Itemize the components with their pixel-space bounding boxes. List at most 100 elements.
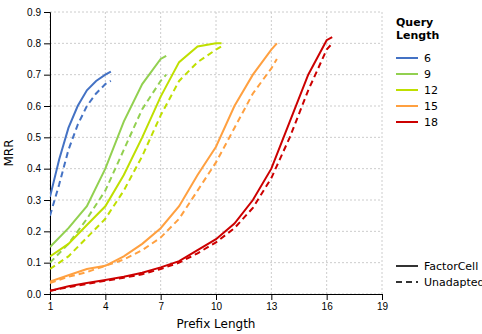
grid-line [50, 262, 382, 263]
tick-label: 13 [266, 301, 278, 312]
legend-swatch [396, 57, 418, 59]
legend-swatch [396, 73, 418, 75]
legend-label: 6 [424, 52, 431, 65]
legend-label: 12 [424, 84, 438, 97]
tick-mark [105, 294, 106, 300]
chart: 147101316190.00.10.20.30.40.50.60.70.80.… [0, 0, 482, 334]
legend-label: Unadapted [424, 276, 482, 289]
series-line [50, 56, 166, 247]
legend: FactorCell Unadapted [396, 260, 482, 289]
tick-label: 0.2 [27, 226, 41, 237]
tick-label: 16 [322, 301, 334, 312]
series-line [50, 43, 222, 256]
tick: 19 [377, 294, 389, 312]
tick: 0.5 [27, 132, 50, 143]
legend-title: QueryLength [396, 16, 439, 42]
tick: 0.1 [27, 257, 50, 268]
legend-swatch [396, 265, 418, 267]
legend-item: 15 [396, 100, 438, 113]
tick: 1 [48, 294, 54, 312]
tick-label: 0.4 [27, 163, 41, 174]
axis-line [44, 13, 51, 295]
legend-item: FactorCell [396, 260, 478, 273]
grid-line [50, 12, 382, 13]
legend-label: 15 [424, 100, 438, 113]
grid [50, 12, 382, 294]
tick: 0.7 [27, 69, 50, 80]
legend-label: 9 [424, 68, 431, 81]
y-axis: 0.0 0.1 0.2 0.3 0.4 0.5 0.6 0.7 0.8 0.9 [27, 7, 50, 300]
grid-line [326, 12, 327, 294]
grid-line [271, 12, 272, 294]
grid-line [50, 106, 382, 107]
grid-line [50, 74, 382, 75]
legend-item: 18 [396, 116, 438, 129]
tick: 10 [211, 294, 223, 312]
tick: 0.3 [27, 195, 50, 206]
grid-line [105, 12, 106, 294]
tick-mark [44, 106, 50, 107]
tick-label: 0.3 [27, 195, 41, 206]
legend-item: Unadapted [396, 276, 482, 289]
tick-mark [44, 263, 50, 264]
series-line [50, 43, 277, 281]
y-axis-label: MRR [2, 139, 16, 166]
tick: 0.0 [27, 289, 50, 300]
tick-label: 10 [211, 301, 223, 312]
legend-swatch [396, 281, 418, 283]
series-line [50, 43, 332, 291]
tick-mark [44, 231, 50, 232]
tick-label: 1 [48, 301, 54, 312]
tick-mark [44, 294, 50, 295]
tick-label: 7 [158, 301, 164, 312]
grid-line [50, 137, 382, 138]
tick-label: 0.8 [27, 38, 41, 49]
tick: 0.2 [27, 226, 50, 237]
tick: 7 [158, 294, 164, 312]
plot: 147101316190.00.10.20.30.40.50.60.70.80.… [27, 7, 388, 312]
tick-label: 4 [103, 301, 109, 312]
axis-line [51, 295, 383, 301]
tick-mark [44, 12, 50, 13]
x-axis: 1 4 7 10 13 16 19 [48, 294, 389, 312]
tick-mark [44, 75, 50, 76]
tick-mark [161, 294, 162, 300]
lines [50, 37, 332, 291]
tick-label: 0.9 [27, 7, 41, 18]
legend: QueryLength 6 9 12 15 18 [396, 16, 439, 129]
legend-swatch [396, 105, 418, 107]
grid-line [50, 168, 382, 169]
legend-item: 12 [396, 84, 438, 97]
tick-mark [44, 169, 50, 170]
tick-mark [44, 137, 50, 138]
legend-item: 6 [396, 52, 431, 65]
tick: 4 [103, 294, 109, 312]
tick-label: 0.5 [27, 132, 41, 143]
tick: 0.8 [27, 38, 50, 49]
tick: 0.9 [27, 7, 50, 18]
tick-mark [216, 294, 217, 300]
series-line [50, 75, 166, 263]
grid-line [50, 231, 382, 232]
legend-label: FactorCell [424, 260, 478, 273]
tick-label: 19 [377, 301, 389, 312]
tick: 16 [322, 294, 334, 312]
grid-line [382, 12, 383, 294]
tick-mark [44, 200, 50, 201]
tick-label: 0.7 [27, 69, 41, 80]
grid-line [160, 12, 161, 294]
tick-label: 0.6 [27, 101, 41, 112]
tick-mark [382, 294, 383, 300]
legend-label: 18 [424, 116, 438, 129]
series-line [50, 46, 222, 268]
tick: 0.6 [27, 101, 50, 112]
legend-swatch [396, 89, 418, 91]
tick-mark [327, 294, 328, 300]
tick: 13 [266, 294, 278, 312]
tick-mark [44, 43, 50, 44]
legend-swatch [396, 121, 418, 123]
series-line [50, 59, 277, 283]
tick: 0.4 [27, 163, 50, 174]
tick-label: 0.0 [27, 289, 41, 300]
series-line [50, 37, 332, 291]
